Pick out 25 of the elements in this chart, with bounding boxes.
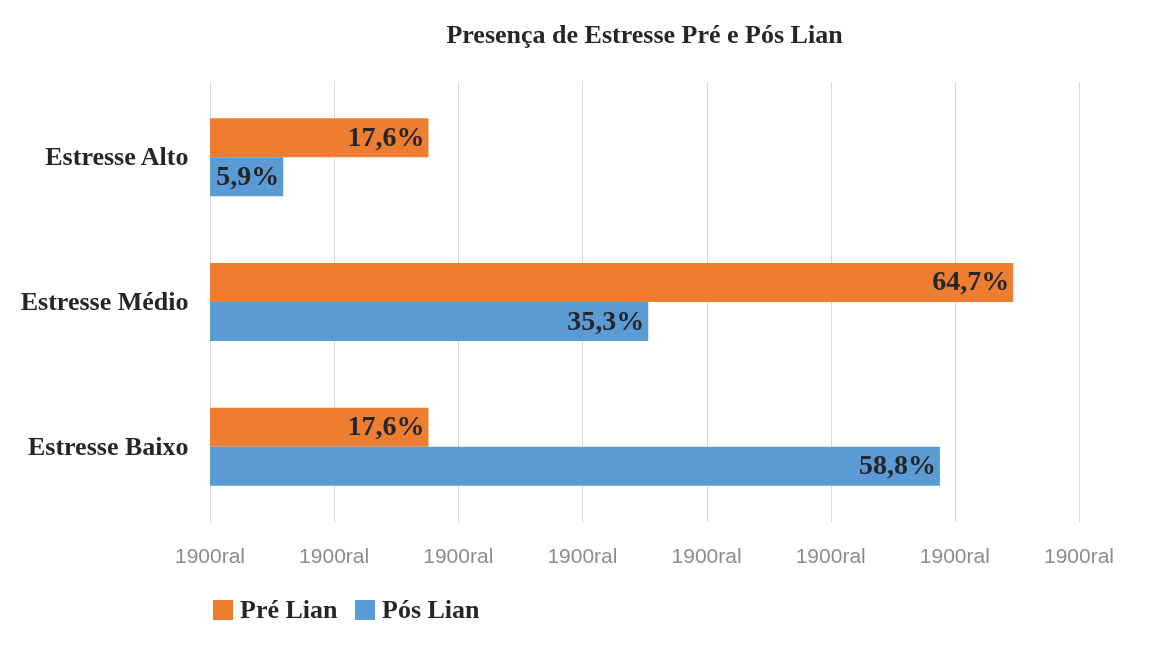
text: 1900ral bbox=[671, 544, 742, 567]
y-tick-label: Estresse Baixo bbox=[27, 431, 189, 461]
chart-title: Presença de Estresse Pré e Pós Lian bbox=[446, 20, 844, 49]
bar bbox=[210, 446, 940, 486]
text: 1900ral bbox=[299, 544, 370, 567]
data-label: 58,8% bbox=[858, 449, 936, 481]
bar bbox=[210, 118, 429, 158]
text: 1900ral bbox=[795, 544, 866, 567]
bar bbox=[210, 262, 1014, 302]
y-tick-label: Estresse Alto bbox=[45, 142, 189, 172]
legend-label: Pós Lian bbox=[382, 595, 481, 624]
text: 1900ral bbox=[423, 544, 494, 567]
data-label: 35,3% bbox=[567, 304, 645, 336]
data-label: 5,9% bbox=[216, 159, 280, 191]
data-label: 64,7% bbox=[932, 265, 1010, 297]
legend-label: Pré Lian bbox=[240, 595, 339, 624]
bar bbox=[210, 407, 429, 447]
text: 1900ral bbox=[1043, 544, 1115, 567]
text: 1900ral bbox=[547, 544, 618, 567]
text: 1900ral bbox=[919, 544, 990, 567]
data-label: 17,6% bbox=[347, 410, 425, 442]
text: 1900ral bbox=[174, 544, 246, 567]
y-tick-label: Estresse Médio bbox=[20, 287, 189, 316]
bar bbox=[210, 302, 649, 342]
data-label: 17,6% bbox=[347, 120, 425, 152]
